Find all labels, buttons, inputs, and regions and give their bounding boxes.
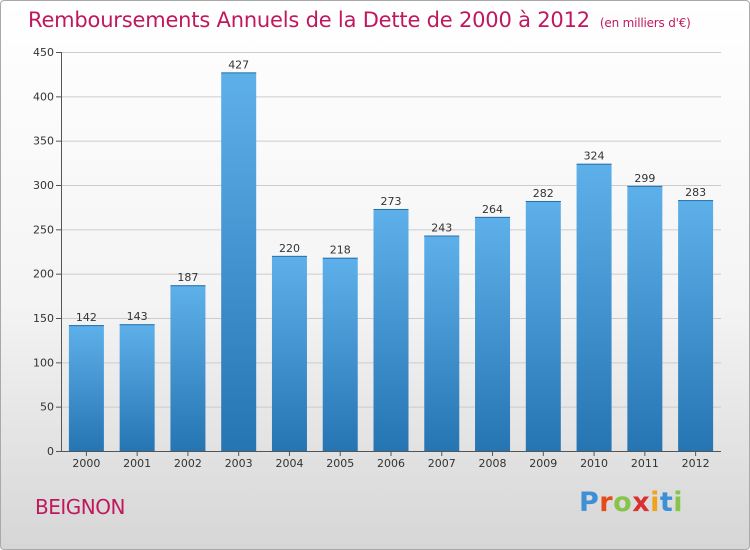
logo-letter: x: [632, 487, 651, 518]
x-tick-label: 2012: [682, 457, 710, 470]
x-tick-label: 2003: [225, 457, 253, 470]
bar: [271, 255, 307, 451]
x-tick-label: 2000: [72, 457, 100, 470]
bar: [68, 325, 104, 451]
logo-letter: t: [659, 487, 674, 518]
data-label: 142: [76, 311, 97, 324]
x-tick-label: 2011: [631, 457, 659, 470]
data-label: 264: [482, 203, 503, 216]
x-tick-label: 2004: [275, 457, 303, 470]
y-tick-label: 350: [33, 135, 54, 148]
bar: [576, 163, 612, 451]
bar: [678, 200, 714, 451]
bar: [322, 257, 358, 451]
data-label: 324: [584, 150, 605, 163]
bar: [170, 285, 206, 451]
chart-title: Remboursements Annuels de la Dette de 20…: [28, 8, 691, 32]
data-label: 282: [533, 187, 554, 200]
data-label: 427: [228, 58, 249, 71]
logo-letter: i: [673, 487, 684, 518]
data-label: 143: [127, 310, 148, 323]
bar: [475, 216, 511, 451]
logo-letter: P: [579, 487, 600, 518]
data-label: 243: [431, 222, 452, 235]
bars: [68, 72, 714, 452]
x-tick-label: 2008: [479, 457, 507, 470]
y-tick-label: 100: [33, 356, 54, 369]
x-tick-label: 2002: [174, 457, 202, 470]
chart-title-text: Remboursements Annuels de la Dette de 20…: [28, 8, 590, 32]
bar: [424, 235, 460, 451]
bar: [221, 72, 257, 451]
y-tick-label: 400: [33, 90, 54, 103]
y-tick-label: 250: [33, 223, 54, 236]
bar: [119, 324, 155, 451]
x-tick-label: 2005: [326, 457, 354, 470]
bar: [373, 208, 409, 451]
x-tick-label: 2007: [428, 457, 456, 470]
y-tick-label: 50: [40, 401, 54, 414]
y-tick-label: 200: [33, 268, 54, 281]
logo-letter: o: [613, 487, 633, 518]
logo-letter: i: [650, 487, 660, 518]
data-label: 273: [381, 195, 402, 208]
x-tick-label: 2006: [377, 457, 405, 470]
labels: 0 50 100 150 200 250 300 350 400 450 142 2000 143 200…: [33, 46, 710, 470]
bar: [627, 185, 663, 452]
data-label: 299: [634, 172, 655, 185]
y-tick-label: 450: [33, 46, 54, 59]
data-label: 187: [177, 271, 198, 284]
x-tick-label: 2010: [580, 457, 608, 470]
data-label: 220: [279, 242, 300, 255]
chart-unit: (en milliers d'€): [599, 16, 691, 30]
commune-name: BEIGNON: [35, 495, 125, 519]
x-tick-label: 2009: [529, 457, 557, 470]
bar: [525, 200, 561, 451]
data-label: 283: [685, 186, 706, 199]
logo-letter: r: [599, 487, 614, 518]
axes: [56, 52, 721, 456]
y-tick-label: 150: [33, 312, 54, 325]
y-tick-label: 300: [33, 179, 54, 192]
proxiti-logo: Proxiti: [579, 487, 683, 518]
x-tick-label: 2001: [123, 457, 151, 470]
y-tick-label: 0: [47, 445, 54, 458]
data-label: 218: [330, 244, 351, 257]
